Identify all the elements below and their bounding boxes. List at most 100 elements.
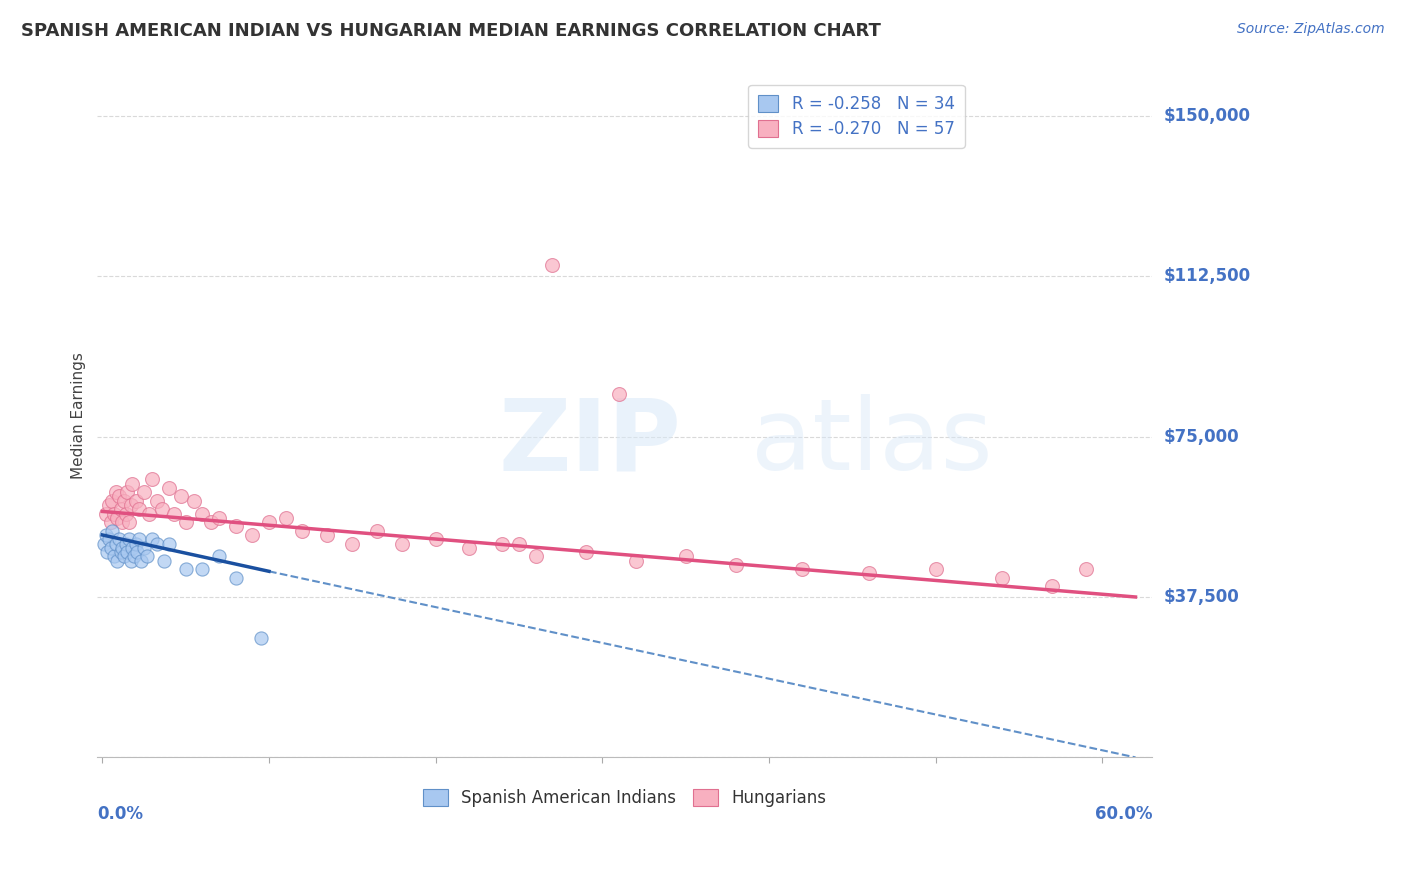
Text: ZIP: ZIP (498, 394, 681, 491)
Point (366, 524, 388, 538)
Text: $37,500: $37,500 (1163, 588, 1239, 606)
Point (157, 536, 180, 550)
Point (607, 386, 630, 401)
Point (153, 554, 176, 568)
Point (141, 533, 163, 547)
Point (132, 541, 155, 555)
Point (121, 476, 143, 491)
Point (146, 493, 169, 508)
Text: $75,000: $75,000 (1163, 427, 1239, 446)
Point (128, 533, 150, 547)
Point (724, 558, 747, 572)
Point (1074, 562, 1097, 576)
Point (274, 511, 297, 525)
Point (105, 511, 128, 525)
Point (163, 507, 186, 521)
Point (132, 485, 155, 500)
Point (124, 536, 146, 550)
Point (124, 493, 146, 508)
Point (129, 554, 152, 568)
Point (105, 554, 128, 568)
Y-axis label: Median Earnings: Median Earnings (72, 351, 86, 479)
Point (240, 528, 263, 542)
Point (101, 524, 124, 538)
Point (183, 493, 205, 508)
Point (342, 536, 364, 550)
Point (110, 545, 132, 559)
Point (98, 533, 121, 547)
Point (524, 549, 547, 564)
Point (103, 507, 125, 521)
Text: $150,000: $150,000 (1163, 107, 1250, 125)
Point (624, 554, 647, 568)
Text: 60.0%: 60.0% (1095, 805, 1152, 823)
Point (574, 545, 596, 559)
Point (208, 549, 231, 564)
Point (114, 507, 136, 521)
Legend: Spanish American Indians, Hungarians: Spanish American Indians, Hungarians (416, 782, 834, 814)
Point (112, 493, 135, 508)
Point (391, 536, 413, 550)
Point (924, 562, 946, 576)
Point (991, 571, 1014, 585)
Point (127, 545, 149, 559)
Point (541, 259, 564, 273)
Point (120, 554, 142, 568)
Point (858, 566, 880, 581)
Point (96, 545, 118, 559)
Point (225, 571, 247, 585)
Text: atlas: atlas (751, 394, 993, 491)
Text: $112,500: $112,500 (1163, 268, 1250, 285)
Point (141, 472, 163, 486)
Point (146, 536, 169, 550)
Point (104, 536, 127, 550)
Text: Source: ZipAtlas.com: Source: ZipAtlas.com (1237, 22, 1385, 37)
Point (104, 485, 127, 500)
Point (93, 536, 115, 550)
Point (103, 549, 125, 564)
Point (138, 507, 160, 521)
Point (120, 498, 142, 512)
Point (191, 562, 214, 576)
Point (111, 515, 134, 529)
Point (675, 549, 697, 564)
Point (111, 541, 134, 555)
Point (118, 533, 141, 547)
Point (174, 515, 197, 529)
Point (792, 562, 814, 576)
Point (128, 502, 150, 516)
Point (200, 515, 222, 529)
Point (136, 549, 159, 564)
Point (117, 485, 139, 500)
Point (291, 524, 314, 538)
Text: SPANISH AMERICAN INDIAN VS HUNGARIAN MEDIAN EARNINGS CORRELATION CHART: SPANISH AMERICAN INDIAN VS HUNGARIAN MED… (21, 22, 882, 40)
Point (100, 541, 122, 555)
Point (458, 541, 481, 555)
Point (208, 511, 231, 525)
Point (191, 507, 214, 521)
Point (112, 549, 135, 564)
Point (174, 562, 197, 576)
Point (110, 502, 132, 516)
Point (117, 545, 139, 559)
Point (108, 490, 131, 504)
Point (150, 502, 173, 516)
Point (100, 515, 122, 529)
Point (114, 536, 136, 550)
Point (1040, 579, 1063, 593)
Point (491, 536, 513, 550)
Point (249, 631, 271, 645)
Point (257, 515, 280, 529)
Point (508, 536, 530, 550)
Point (98, 498, 121, 512)
Text: 0.0%: 0.0% (97, 805, 143, 823)
Point (316, 528, 339, 542)
Point (169, 490, 191, 504)
Point (118, 515, 141, 529)
Point (94, 528, 117, 542)
Point (157, 481, 180, 495)
Point (122, 549, 145, 564)
Point (121, 541, 143, 555)
Point (425, 533, 447, 547)
Point (101, 493, 124, 508)
